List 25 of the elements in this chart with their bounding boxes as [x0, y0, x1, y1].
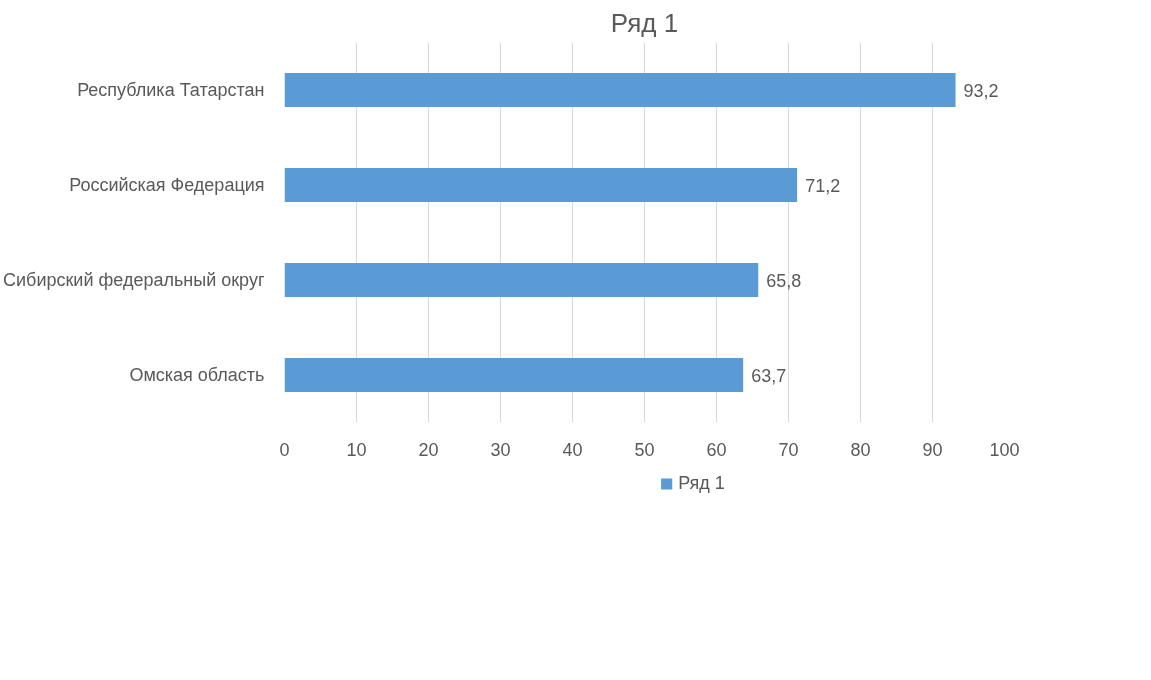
x-tick-label: 60 [706, 439, 727, 460]
x-tick-label: 40 [562, 439, 583, 460]
y-tick-label: Российская Федерация [69, 175, 265, 195]
bar [284, 167, 798, 203]
data-label: 63,7 [751, 365, 787, 386]
x-tick-label: 100 [989, 439, 1020, 460]
x-tick-label: 20 [418, 439, 439, 460]
y-tick-label: Омская область [129, 365, 265, 385]
chart-title: Ряд 1 [610, 7, 679, 38]
y-tick-label: Республика Татарстан [77, 80, 265, 100]
x-tick-label: 30 [490, 439, 511, 460]
x-tick-label: 80 [850, 439, 871, 460]
legend-label: Ряд 1 [678, 472, 725, 494]
data-label: 71,2 [805, 175, 841, 196]
bar [284, 357, 744, 393]
bar [284, 262, 759, 298]
y-tick-label: Сибирский федеральный округ [3, 270, 265, 290]
data-label: 65,8 [766, 270, 802, 291]
x-tick-label: 50 [634, 439, 655, 460]
bar [284, 72, 956, 108]
x-tick-label: 0 [279, 439, 290, 460]
x-tick-label: 10 [346, 439, 367, 460]
x-tick-label: 70 [778, 439, 799, 460]
data-label: 93,2 [963, 80, 999, 101]
x-tick-label: 90 [922, 439, 943, 460]
